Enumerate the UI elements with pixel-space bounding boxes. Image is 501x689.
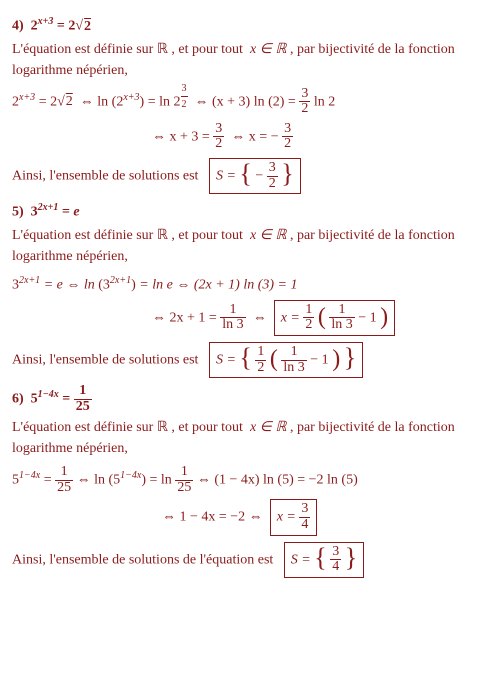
problem-4-defined: L'équation est définie sur ℝ , et pour t… [12, 39, 489, 81]
problem-4-conclusion: Ainsi, l'ensemble de solutions est S = {… [12, 158, 489, 194]
problem-6-derivation-2: ⇔ 1 − 4x = −2 ⇔ x = 34 [162, 499, 489, 535]
problem-5-solution-box: S = { 12 ( 1ln 3 − 1 ) } [209, 342, 363, 378]
problem-6-defined: L'équation est définie sur ℝ , et pour t… [12, 417, 489, 459]
problem-4-solution-box: S = { − 32 } [209, 158, 301, 194]
problem-4-derivation-2: ⇔ x + 3 = 32 ⇔ x = − 32 [152, 122, 489, 152]
prob-number: 5) [12, 205, 24, 220]
problem-4-derivation-1: 2x+3 = 2√2 ⇔ ln (2x+3) = ln 232 ⇔ (x + 3… [12, 87, 489, 118]
problem-5-derivation-1: 32x+1 = e ⇔ ln (32x+1) = ln e ⇔ (2x + 1)… [12, 273, 489, 296]
problem-6-solution-box: S = { 34 } [284, 542, 364, 578]
problem-6-conclusion: Ainsi, l'ensemble de solutions de l'équa… [12, 542, 489, 578]
problem-4-heading: 4) 2x+3 = 2√2 [12, 14, 489, 37]
problem-5-heading: 5) 32x+1 = e [12, 200, 489, 223]
problem-6-heading: 6) 51−4x = 125 [12, 384, 489, 414]
problem-6-derivation-1: 51−4x = 125 ⇔ ln (51−4x) = ln 125 ⇔ (1 −… [12, 465, 489, 495]
prob-number: 4) [12, 19, 24, 34]
problem-5-conclusion: Ainsi, l'ensemble de solutions est S = {… [12, 342, 489, 378]
prob-number: 6) [12, 392, 24, 407]
problem-6-inline-box: x = 34 [270, 499, 318, 535]
problem-5-inline-box: x = 12 ( 1ln 3 − 1 ) [274, 300, 395, 336]
problem-5-defined: L'équation est définie sur ℝ , et pour t… [12, 225, 489, 267]
problem-5-derivation-2: ⇔ 2x + 1 = 1ln 3 ⇔ x = 12 ( 1ln 3 − 1 ) [152, 300, 489, 336]
